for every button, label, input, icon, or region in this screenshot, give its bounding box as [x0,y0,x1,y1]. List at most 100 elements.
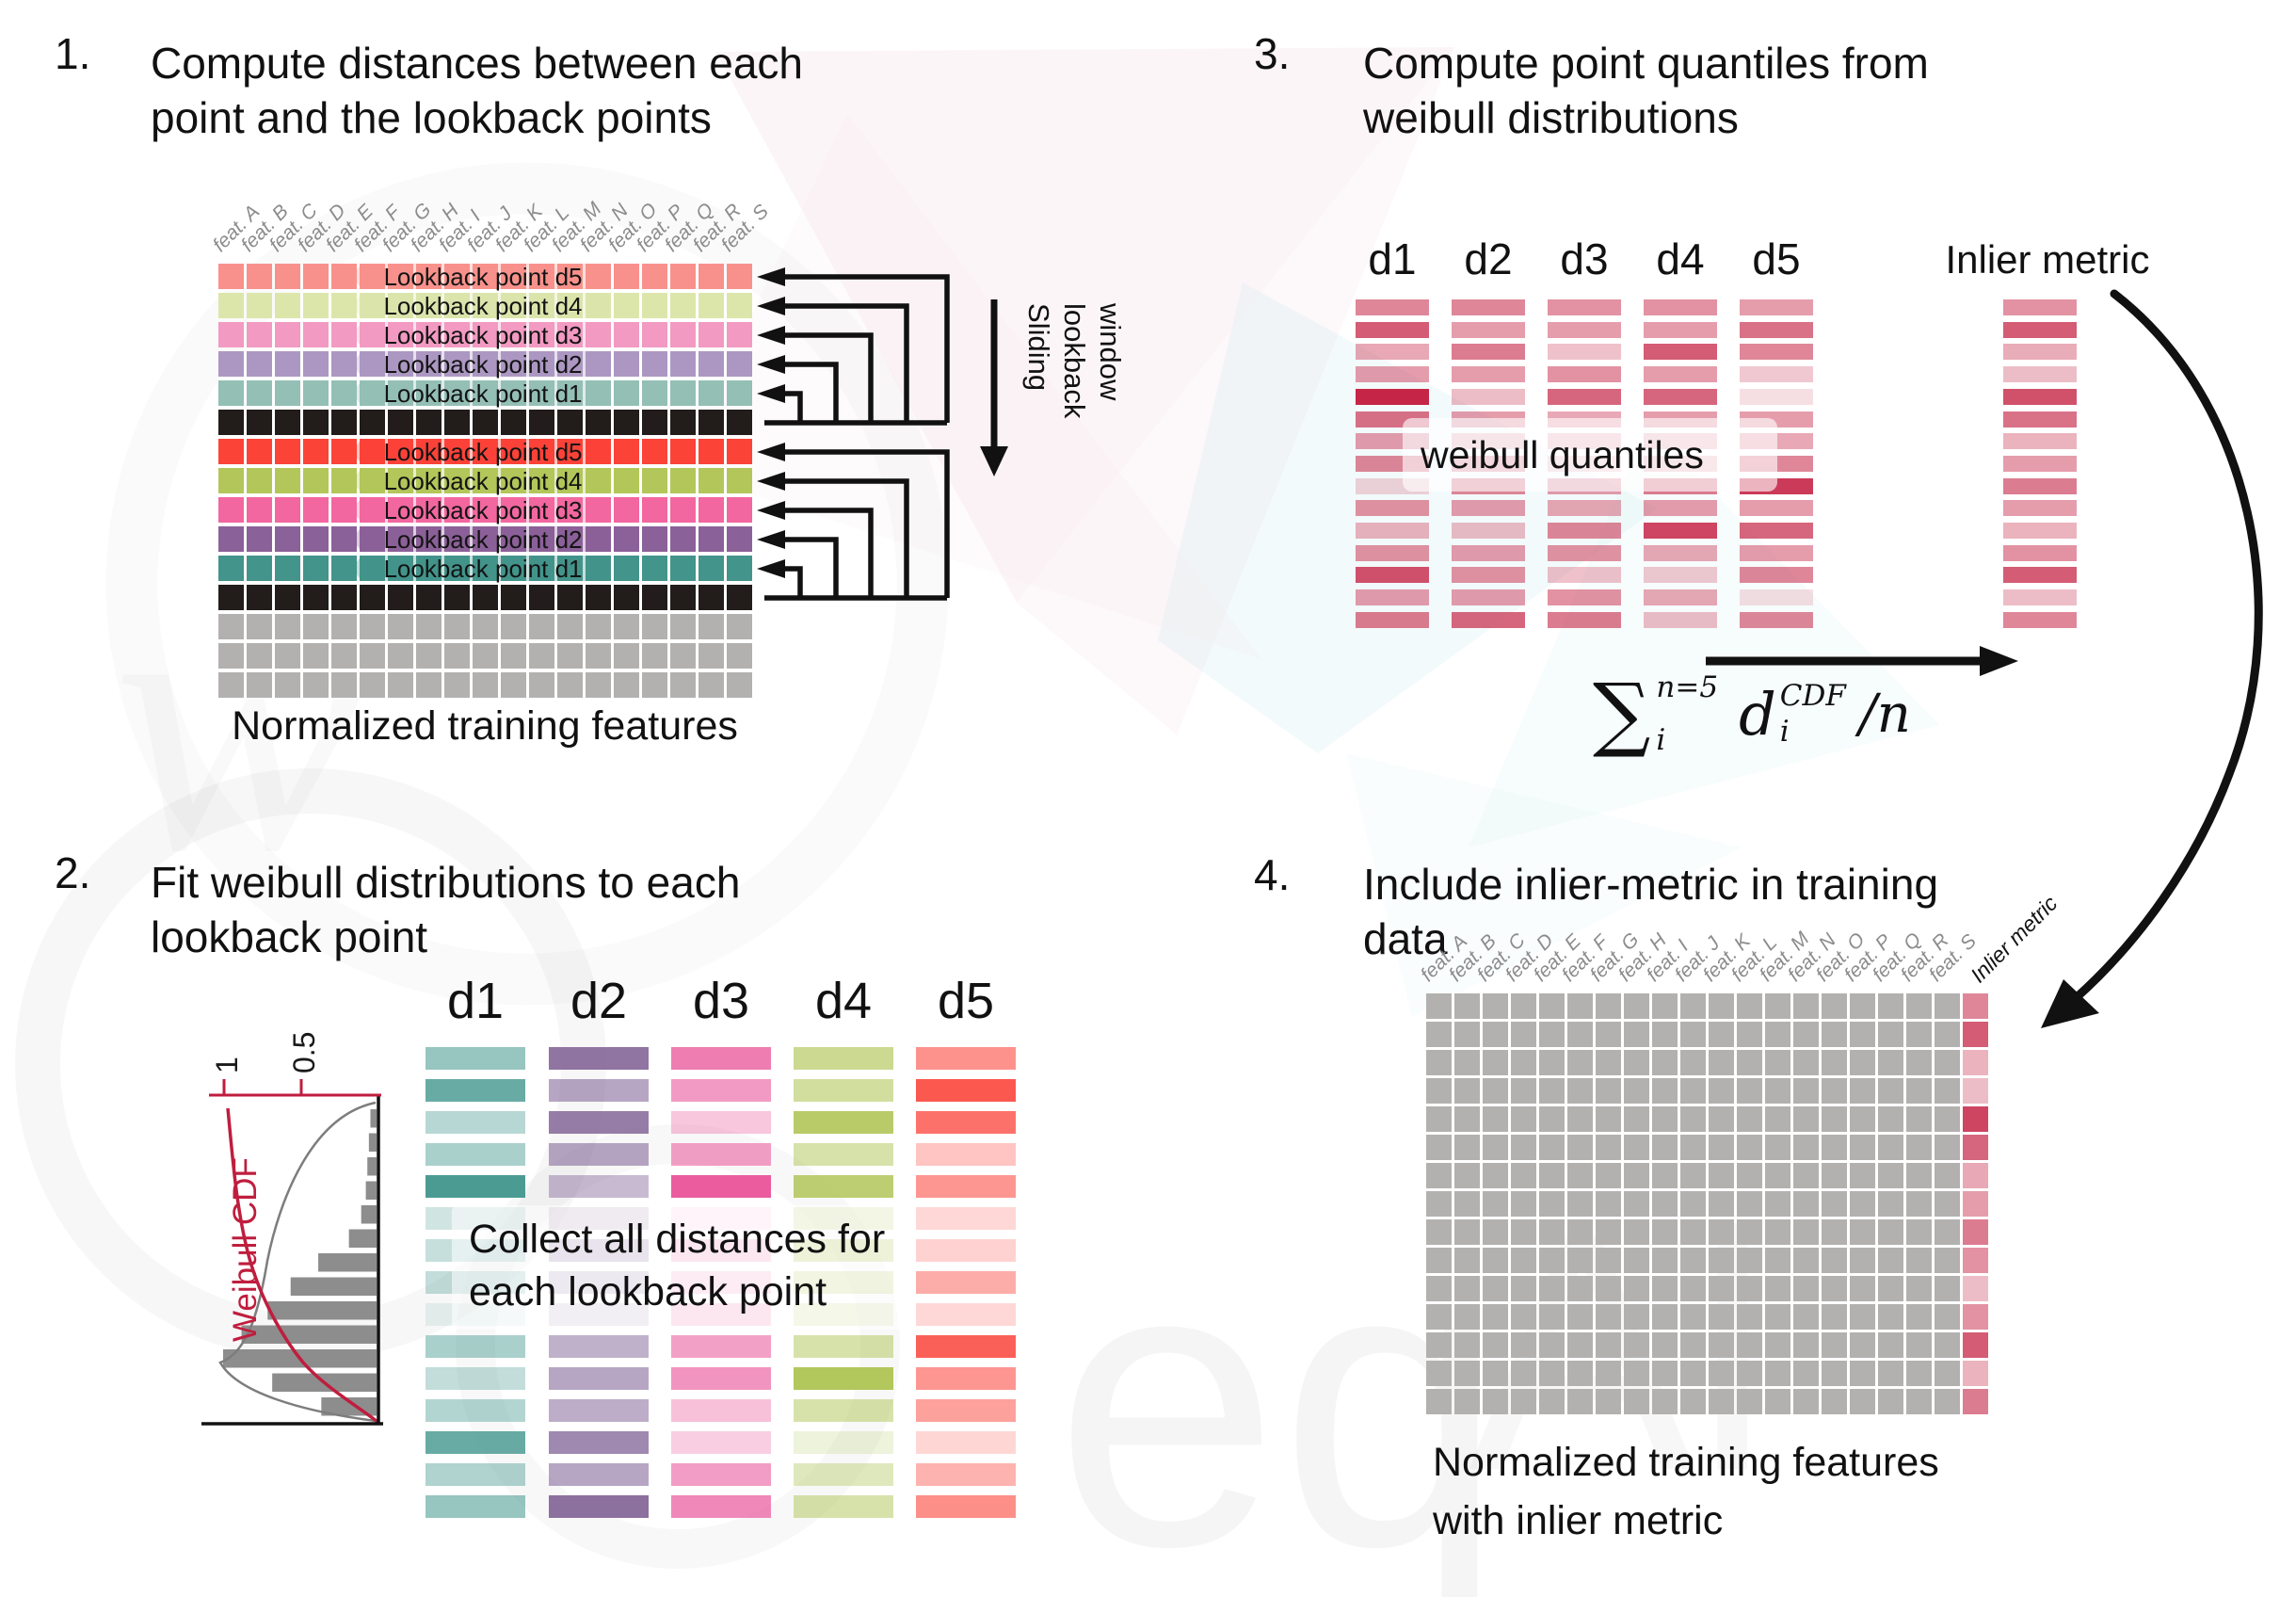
grid-cell [529,264,554,289]
inlier-metric-cell [1963,1191,1988,1217]
grid-cell [275,672,300,698]
grid-cell [1737,1304,1762,1330]
grid-cell [1822,1361,1847,1386]
grid-cell [275,322,300,347]
distance-bar [794,1495,893,1518]
grid-cell [388,497,413,523]
grid-cell [1822,1050,1847,1075]
distance-bar [671,1175,771,1198]
grid-cell [529,526,554,552]
distance-bar [549,1143,649,1166]
grid-cell [1850,1022,1875,1047]
quantile-bar [1644,366,1717,383]
grid-cell [670,672,696,698]
grid-cell [303,410,329,435]
grid-cell [670,322,696,347]
grid-cell [331,672,357,698]
inlier-metric-cell [1963,1135,1988,1160]
grid-cell [303,439,329,464]
grid-cell [360,556,385,581]
grid-cell [473,351,498,377]
grid-cell [698,322,724,347]
grid-cell [1935,1106,1960,1132]
grid-cell [275,439,300,464]
grid-cell [1709,1389,1734,1414]
row-label: Lookback point d5 [383,263,583,291]
grid-cell [247,410,272,435]
grid-cell [642,322,667,347]
grid-cell [1878,1022,1903,1047]
grid-cell [1596,1163,1621,1188]
sliding-label-word3: window [1094,303,1127,401]
grid-cell [1906,1078,1932,1104]
grid-cell [614,410,639,435]
quantile-bar [1548,589,1621,606]
grid-cell [642,264,667,289]
grid-cell [1737,1332,1762,1358]
grid-cell [360,264,385,289]
grid-cell [1822,1078,1847,1104]
grid-cell [388,293,413,318]
histogram-bar [223,1349,377,1368]
grid-cell [1793,1135,1819,1160]
grid-cell [586,322,611,347]
grid-cell [1539,1106,1565,1132]
quantile-column-header: d1 [1368,234,1417,283]
formula-sum-symbol: ∑ [1593,667,1651,761]
grid-cell [1596,1022,1621,1047]
quantile-bar [1644,344,1717,361]
grid-cell [444,672,470,698]
inlier-metric-cell [1963,1361,1988,1386]
grid-cell [360,439,385,464]
grid-cell [1793,1219,1819,1245]
grid-cell [1652,1248,1678,1273]
grid-cell [388,643,413,669]
grid-cell [1906,1304,1932,1330]
grid-cell [416,264,442,289]
grid-cell [1906,1332,1932,1358]
grid-cell [247,585,272,610]
quantile-bar [1548,544,1621,561]
grid-cell [1935,1022,1960,1047]
inlier-metric-cell [1963,1078,1988,1104]
lookback-arrowheads [757,267,785,578]
grid-cell [1906,1389,1932,1414]
grid-cell [1765,1135,1790,1160]
grid-cell [275,643,300,669]
grid-cell [1680,1135,1706,1160]
grid-cell [1539,1332,1565,1358]
quantile-bar [1356,589,1429,606]
grid-cell [360,410,385,435]
grid-cell [727,672,752,698]
grid-cell [1850,1163,1875,1188]
grid-cell [1652,1276,1678,1301]
row-label-pill [355,293,611,318]
grid-cell [727,614,752,639]
grid-cell [727,380,752,406]
grid-cell [1935,1332,1960,1358]
grid-cell [1765,1106,1790,1132]
inlier-metric-cell [1963,993,1988,1019]
grid-cell [1906,1106,1932,1132]
grid-cell [1596,1191,1621,1217]
grid-cell [303,264,329,289]
distance-column-header: d4 [814,973,873,1029]
inlier-metric-bar [2003,567,2077,584]
grid-cell [586,351,611,377]
grid-cell [642,672,667,698]
formula-d-scripts: CDF i [1780,679,1846,749]
distance-bar [794,1079,893,1102]
grid-cell [473,322,498,347]
distance-bar [549,1047,649,1070]
grid-cell [1454,1389,1480,1414]
grid-cell [1539,1276,1565,1301]
grid-cell [473,380,498,406]
grid-cell [218,439,244,464]
grid-cell [444,410,470,435]
grid-cell [614,614,639,639]
grid-cell [416,672,442,698]
row-label-pill [355,497,611,523]
grid-cell [1822,1219,1847,1245]
grid-cell [1483,1304,1508,1330]
grid-cell [444,468,470,493]
